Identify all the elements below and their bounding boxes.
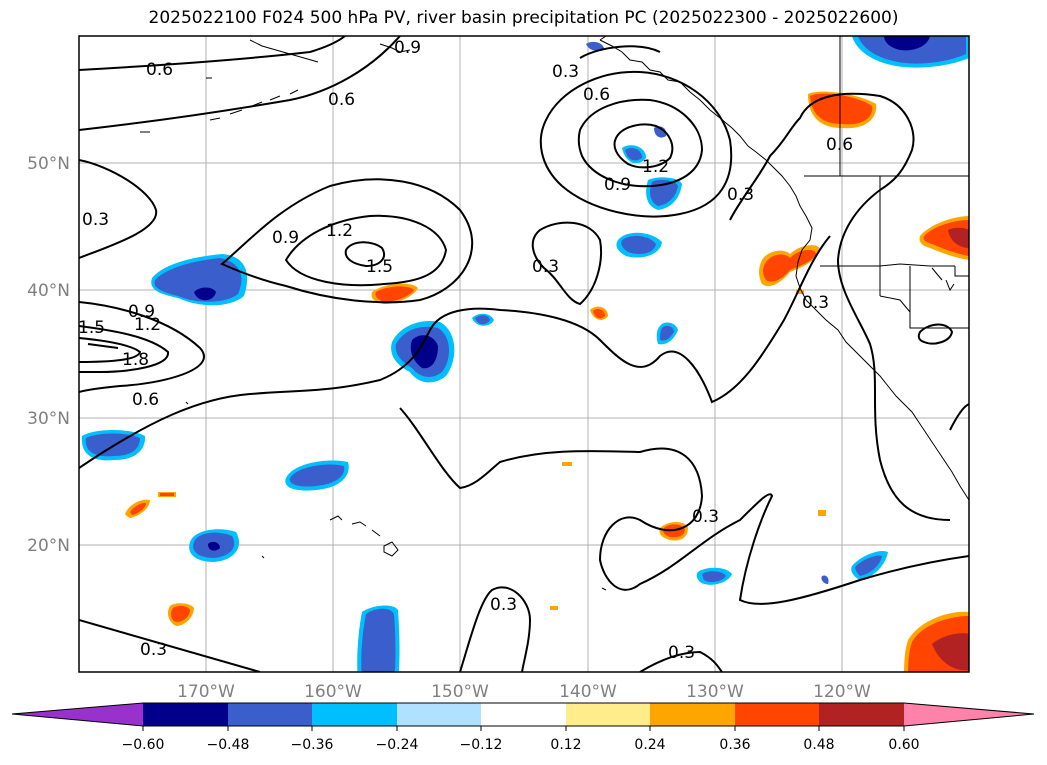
- contour-label: 1.8: [122, 350, 149, 370]
- colorbar-tick: −0.60: [122, 737, 165, 753]
- colorbar: −0.60 −0.48 −0.36 −0.24 −0.12 0.12 0.24 …: [11, 702, 1035, 753]
- colorbar-bin: [650, 703, 735, 726]
- map-plot-area: [79, 36, 969, 672]
- colorbar-tick: 0.12: [550, 737, 581, 753]
- lon-label: 130°W: [686, 682, 744, 702]
- graticule: [79, 36, 969, 672]
- negative-precip-patches: [81, 36, 969, 672]
- contour-label: 1.5: [78, 318, 105, 338]
- contour-label: 0.6: [146, 60, 173, 80]
- contour-label: 0.9: [128, 302, 155, 322]
- map-frame: [78, 35, 970, 673]
- colorbar-bin: [566, 703, 650, 726]
- lat-label: 50°N: [27, 154, 70, 174]
- contour-label: 1.2: [642, 157, 669, 177]
- colorbar-bin: [735, 703, 819, 726]
- lon-label: 170°W: [177, 682, 235, 702]
- contour-label: 1.2: [134, 315, 161, 335]
- lon-label: 120°W: [813, 682, 871, 702]
- contour-label: 0.3: [668, 643, 695, 663]
- contour-label: 0.6: [132, 390, 159, 410]
- contour-label: 1.5: [366, 257, 393, 277]
- colorbar-tick: −0.36: [291, 737, 334, 753]
- colorbar-tick: 0.60: [888, 737, 919, 753]
- contour-label: 0.9: [604, 175, 631, 195]
- contour-label: 0.6: [826, 135, 853, 155]
- coastlines: [599, 36, 969, 501]
- contour-label: 0.6: [583, 85, 610, 105]
- colorbar-tick: 0.48: [803, 737, 834, 753]
- contour-label: 0.3: [82, 210, 109, 230]
- lon-label: 150°W: [431, 682, 489, 702]
- contour-label: 0.9: [272, 228, 299, 248]
- colorbar-tick: 0.36: [719, 737, 750, 753]
- colorbar-bin: [312, 703, 397, 726]
- colorbar-bin: [143, 703, 228, 726]
- positive-precip-patches: [125, 91, 969, 672]
- lat-label: 40°N: [27, 281, 70, 301]
- contour-label: 0.3: [552, 62, 579, 82]
- colorbar-tick: −0.24: [376, 737, 419, 753]
- colorbar-extend-high: [904, 703, 1034, 726]
- contour-label: 0.3: [727, 185, 754, 205]
- contour-label: 0.3: [532, 257, 559, 277]
- contour-label: 0.3: [140, 640, 167, 660]
- colorbar-tick: −0.48: [207, 737, 250, 753]
- colorbar-tick: −0.12: [460, 737, 503, 753]
- pv-contours: [79, 36, 969, 672]
- islands: [140, 39, 607, 591]
- lon-label: 140°W: [559, 682, 617, 702]
- colorbar-tick: 0.24: [634, 737, 665, 753]
- longitude-labels: 170°W 160°W 150°W 140°W 130°W 120°W: [177, 682, 871, 702]
- contour-label: 0.3: [490, 595, 517, 615]
- map-title: 2025022100 F024 500 hPa PV, river basin …: [148, 8, 899, 28]
- colorbar-bin: [481, 703, 566, 726]
- contour-label: 1.2: [326, 221, 353, 241]
- lat-label: 20°N: [27, 536, 70, 556]
- lon-label: 160°W: [304, 682, 362, 702]
- contour-label: 0.9: [394, 38, 421, 58]
- colorbar-bin: [228, 703, 312, 726]
- contour-label: 0.3: [802, 293, 829, 313]
- lat-label: 30°N: [27, 409, 70, 429]
- colorbar-bin: [397, 703, 481, 726]
- colorbar-extend-low: [12, 703, 143, 726]
- colorbar-bin: [819, 703, 904, 726]
- contour-label: 0.3: [692, 507, 719, 527]
- contour-labels: 0.6 0.9 0.6 0.3 0.6 1.2 0.9 0.3 0.6 0.3 …: [78, 38, 853, 663]
- latitude-labels: 50°N 40°N 30°N 20°N: [27, 154, 70, 556]
- contour-label: 0.6: [328, 90, 355, 110]
